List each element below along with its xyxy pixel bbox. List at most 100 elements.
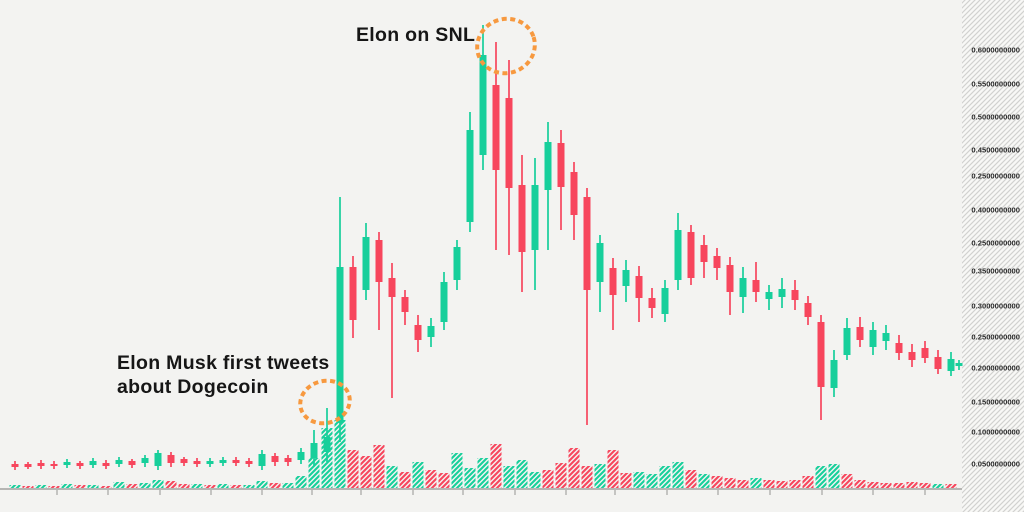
volume-bar xyxy=(217,484,229,488)
volume-bar xyxy=(607,450,619,488)
volume-bar xyxy=(243,485,255,488)
annotation-first-tweet-line2: about Dogecoin xyxy=(117,375,269,398)
volume-bar xyxy=(22,486,34,488)
volume-bar xyxy=(256,481,268,488)
volume-bar xyxy=(204,485,216,488)
volume-bar xyxy=(789,480,801,488)
candle-body xyxy=(128,461,136,465)
volume-bar xyxy=(698,474,710,488)
volume-bar xyxy=(113,482,125,488)
volume-bar xyxy=(685,470,697,488)
volume-bar xyxy=(737,480,749,488)
candle-body xyxy=(24,464,32,467)
volume-bar xyxy=(386,466,398,488)
candle-body xyxy=(453,247,461,280)
candle-body xyxy=(869,330,877,347)
candle-body xyxy=(895,343,903,353)
volume-bar xyxy=(555,463,567,488)
volume-bar xyxy=(763,480,775,488)
volume-bar xyxy=(347,450,359,488)
candle-body xyxy=(661,288,669,314)
volume-bar xyxy=(620,473,632,488)
candle-body xyxy=(89,461,97,465)
candle-body xyxy=(440,282,448,322)
candle-body xyxy=(362,237,370,290)
volume-bar xyxy=(87,485,99,488)
volume-bar xyxy=(35,485,47,488)
volume-bar xyxy=(490,444,502,488)
volume-bar xyxy=(152,480,164,488)
volume-bar xyxy=(165,481,177,488)
volume-bar xyxy=(568,448,580,488)
candle-body xyxy=(37,463,45,466)
volume-bar xyxy=(672,462,684,488)
volume-bar xyxy=(724,478,736,488)
candle-body xyxy=(336,267,344,423)
candle-body xyxy=(479,55,487,155)
candle-body xyxy=(102,463,110,466)
candle-body xyxy=(63,462,71,465)
volume-bar xyxy=(594,464,606,488)
candle-body xyxy=(635,276,643,298)
candle-body xyxy=(219,460,227,463)
candle-body xyxy=(882,333,890,341)
volume-bar xyxy=(464,468,476,488)
y-axis-label: 0.2500000000 xyxy=(971,172,1020,181)
volume-bar xyxy=(48,486,60,488)
volume-bar xyxy=(750,478,762,488)
candle-body xyxy=(401,297,409,312)
candle-body xyxy=(739,278,747,297)
volume-bar xyxy=(295,476,307,488)
volume-bar xyxy=(542,470,554,488)
candle-body xyxy=(947,359,955,371)
candle-body xyxy=(180,459,188,463)
y-axis-label: 0.6000000000 xyxy=(971,46,1020,55)
candle-body xyxy=(297,452,305,460)
candle-body xyxy=(505,98,513,188)
y-axis-label: 0.4500000000 xyxy=(971,146,1020,155)
candle-body xyxy=(544,142,552,190)
volume-bar xyxy=(360,456,372,488)
candle-body xyxy=(726,265,734,292)
volume-bar xyxy=(74,485,86,488)
volume-bar xyxy=(633,472,645,488)
candle-body xyxy=(596,243,604,282)
candle-body xyxy=(817,322,825,387)
volume-bar xyxy=(815,466,827,488)
candle-body xyxy=(934,357,942,369)
candle-body xyxy=(570,172,578,215)
volume-bar xyxy=(373,445,385,488)
volume-bar xyxy=(945,484,957,488)
y-axis-label: 0.1500000000 xyxy=(971,398,1020,407)
candle-body xyxy=(245,461,253,464)
candle-body xyxy=(856,327,864,340)
candle-body xyxy=(310,443,318,458)
candle-body xyxy=(375,240,383,282)
candle-body xyxy=(232,460,240,463)
y-axis-label: 0.2000000000 xyxy=(971,364,1020,373)
y-axis-label: 0.5000000000 xyxy=(971,113,1020,122)
candle-body xyxy=(713,256,721,268)
y-axis-label: 0.3000000000 xyxy=(971,302,1020,311)
volume-bar xyxy=(906,482,918,488)
volume-bar xyxy=(893,483,905,488)
volume-bar xyxy=(191,484,203,488)
volume-bar xyxy=(503,466,515,488)
volume-bar xyxy=(451,453,463,488)
candle-body xyxy=(76,463,84,466)
y-axis-label: 0.5500000000 xyxy=(971,80,1020,89)
volume-bar xyxy=(477,458,489,488)
volume-bar xyxy=(9,485,21,488)
candle-body xyxy=(115,460,123,464)
y-axis-label: 0.0500000000 xyxy=(971,460,1020,469)
volume-bar xyxy=(932,484,944,488)
candle-body xyxy=(167,455,175,463)
annotation-first-tweet-line1: Elon Musk first tweets xyxy=(117,352,330,374)
candle-body xyxy=(414,325,422,340)
candle-body xyxy=(258,454,266,466)
volume-bar xyxy=(308,458,320,488)
candle-body xyxy=(921,348,929,358)
